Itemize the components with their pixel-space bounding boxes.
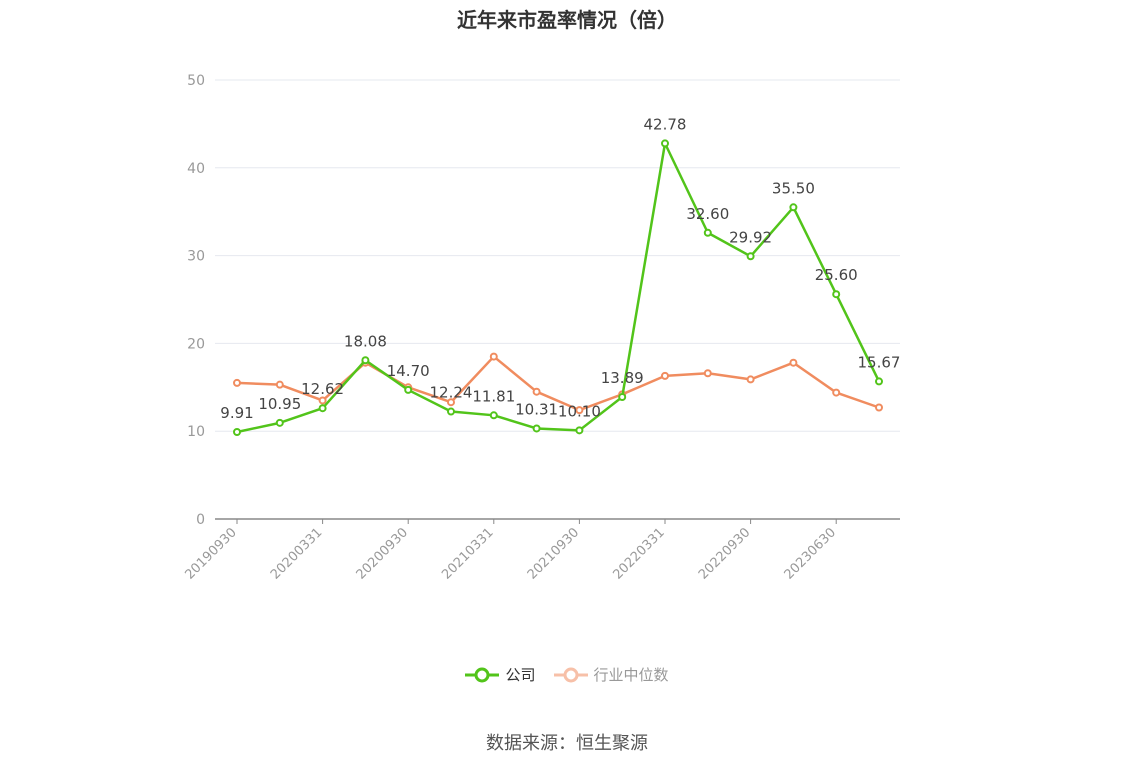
data-point-company [275, 418, 284, 427]
data-label-company: 15.67 [858, 353, 901, 371]
data-point-company [746, 252, 755, 261]
data-label-company: 35.50 [772, 179, 815, 197]
data-point-industry-median [703, 369, 712, 378]
data-point-company [832, 290, 841, 299]
data-point-company [532, 424, 541, 433]
x-tick-label: 20230630 [782, 525, 839, 582]
data-label-company: 11.81 [472, 387, 515, 405]
x-tick-label: 20190930 [182, 525, 239, 582]
x-tick-label: 20200930 [354, 525, 411, 582]
y-tick-label: 30 [187, 249, 205, 265]
data-point-industry-median [447, 398, 455, 407]
data-label-company: 10.31 [515, 400, 558, 418]
legend-label-company: 公司 [505, 666, 536, 684]
data-point-company [318, 404, 327, 413]
data-label-company: 10.10 [558, 402, 601, 420]
data-label-company: 29.92 [729, 228, 772, 246]
data-point-industry-median [746, 375, 755, 384]
chart-title: 近年来市盈率情况（倍） [457, 8, 677, 32]
data-point-company [575, 426, 584, 435]
y-tick-label: 40 [187, 161, 205, 177]
series-line-company [236, 142, 881, 434]
data-label-company: 25.60 [815, 266, 858, 284]
data-point-industry-median [233, 378, 241, 387]
legend-company-marker-icon [465, 667, 500, 682]
data-label-company: 32.60 [686, 205, 729, 223]
data-label-company: 13.89 [601, 369, 644, 387]
x-tick-label: 20220930 [696, 525, 753, 582]
data-point-company [703, 228, 712, 237]
data-point-company [618, 393, 627, 402]
data-label-company: 12.62 [301, 380, 344, 398]
data-point-company [233, 427, 241, 436]
data-point-industry-median [832, 388, 841, 397]
data-point-company [875, 377, 883, 386]
legend-item-company[interactable]: 公司 [465, 664, 536, 685]
data-label-company: 42.78 [644, 115, 687, 133]
data-point-company [404, 385, 413, 394]
x-tick-label: 20210331 [439, 525, 496, 582]
data-point-industry-median [489, 352, 498, 361]
y-tick-label: 0 [196, 512, 205, 528]
data-point-company [489, 411, 498, 420]
data-point-industry-median [318, 396, 327, 405]
data-label-company: 18.08 [344, 332, 387, 350]
data-point-company [661, 139, 669, 148]
data-point-industry-median [661, 371, 669, 380]
legend-item-industry-median[interactable]: 行业中位数 [553, 664, 669, 685]
legend-label-industry-median: 行业中位数 [593, 666, 669, 684]
legend: 公司 行业中位数 [0, 664, 1134, 685]
data-point-industry-median [275, 380, 284, 389]
data-point-industry-median [532, 387, 541, 396]
data-point-company [361, 356, 370, 365]
x-tick-label: 20220331 [610, 525, 667, 582]
x-tick-label: 20200331 [268, 525, 325, 582]
y-tick-label: 10 [187, 424, 205, 440]
data-point-industry-median [875, 403, 883, 412]
data-source-note: 数据来源：恒生聚源 [486, 733, 648, 754]
data-point-company [447, 407, 455, 416]
x-tick-label: 20210930 [525, 525, 582, 582]
data-point-industry-median [575, 406, 584, 415]
data-label-company: 10.95 [258, 395, 301, 413]
data-label-company: 9.91 [220, 404, 253, 422]
y-tick-label: 50 [187, 73, 205, 89]
y-tick-label: 20 [187, 336, 205, 352]
data-label-company: 12.24 [430, 384, 473, 402]
data-point-industry-median [789, 358, 798, 367]
legend-industry-marker-icon [553, 667, 588, 682]
data-label-company: 14.70 [387, 362, 430, 380]
series-line-industry-median [236, 355, 880, 412]
data-point-company [789, 203, 798, 212]
